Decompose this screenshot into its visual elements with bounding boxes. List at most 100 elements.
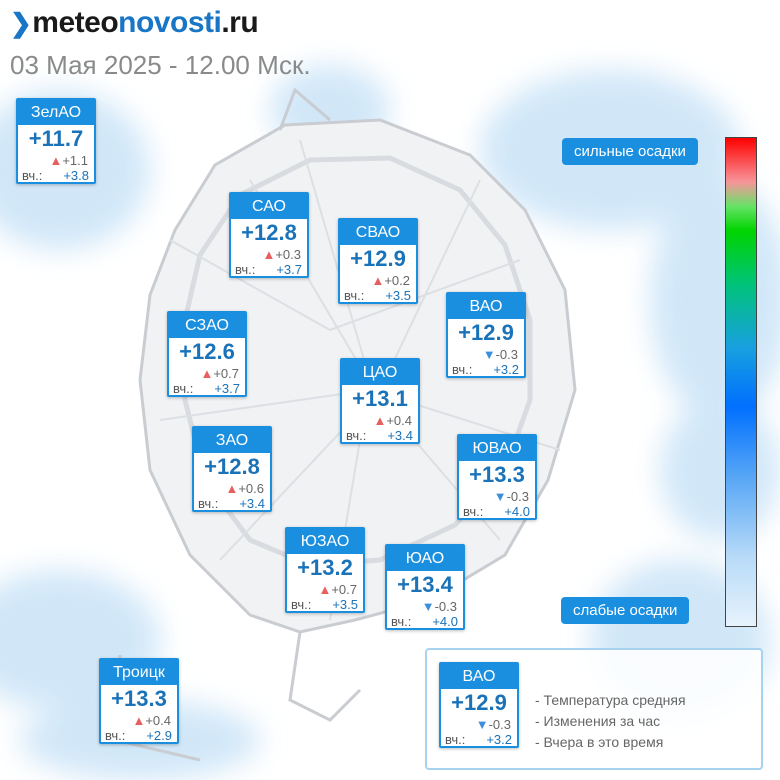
- hourly-change: ▲+1.1: [49, 153, 88, 168]
- yesterday-label: вч.:: [173, 381, 194, 396]
- average-temperature: +12.9: [451, 690, 507, 715]
- yesterday-label: вч.:: [463, 504, 484, 519]
- district-card: СЗАО +12.6 ▲+0.7 вч.: +3.7: [167, 311, 247, 397]
- triangle-up-icon: ▲: [371, 273, 385, 288]
- legend-sample-card: ВАО +12.9 ▼-0.3 вч.: +3.2: [439, 662, 519, 748]
- legend-items: - Температура средняя - Изменения за час…: [535, 690, 686, 753]
- triangle-up-icon: ▲: [49, 153, 63, 168]
- yesterday-label: вч.:: [22, 168, 43, 183]
- district-name: ЮЗАО: [287, 529, 363, 554]
- logo-chevron-icon: ❯: [10, 8, 32, 38]
- yesterday-value: +4.0: [504, 504, 530, 519]
- hourly-change: ▲+0.7: [200, 366, 239, 381]
- yesterday-value: +3.5: [385, 288, 411, 303]
- scale-top-label: сильные осадки: [562, 138, 698, 165]
- triangle-up-icon: ▲: [225, 481, 239, 496]
- yesterday-label: вч.:: [452, 362, 473, 377]
- average-temperature: +13.3: [469, 462, 525, 487]
- triangle-down-icon: ▼: [421, 599, 435, 614]
- yesterday-row: вч.: +3.2: [452, 362, 519, 377]
- yesterday-value: +3.4: [239, 496, 265, 511]
- yesterday-value: +3.7: [276, 262, 302, 277]
- triangle-up-icon: ▲: [200, 366, 214, 381]
- triangle-down-icon: ▼: [493, 489, 507, 504]
- hourly-change: ▲+0.4: [373, 413, 412, 428]
- district-card: ЦАО +13.1 ▲+0.4 вч.: +3.4: [340, 358, 420, 444]
- change-value: +0.2: [384, 273, 410, 288]
- scale-bottom-label: слабые осадки: [561, 597, 690, 624]
- yesterday-row: вч.: +3.8: [22, 168, 89, 183]
- yesterday-row: вч.: +3.7: [173, 381, 240, 396]
- hourly-change: ▼-0.3: [494, 489, 529, 504]
- change-value: +1.1: [62, 153, 88, 168]
- average-temperature: +13.1: [352, 386, 408, 411]
- yesterday-label: вч.:: [445, 732, 466, 747]
- yesterday-label: вч.:: [291, 597, 312, 612]
- triangle-up-icon: ▲: [373, 413, 387, 428]
- yesterday-row: вч.: +3.4: [198, 496, 265, 511]
- district-card: ЮВАО +13.3 ▼-0.3 вч.: +4.0: [457, 434, 537, 520]
- yesterday-row: вч.: +3.7: [235, 262, 302, 277]
- district-name: Троицк: [101, 660, 177, 685]
- average-temperature: +13.3: [111, 686, 167, 711]
- yesterday-row: вч.: +3.5: [291, 597, 358, 612]
- average-temperature: +12.8: [204, 454, 260, 479]
- district-name: СЗАО: [169, 313, 245, 338]
- change-value: +0.6: [238, 481, 264, 496]
- yesterday-row: вч.: +4.0: [391, 614, 458, 629]
- legend-item: - Температура средняя: [535, 692, 686, 708]
- district-card: ВАО +12.9 ▼-0.3 вч.: +3.2: [446, 292, 526, 378]
- district-card: САО +12.8 ▲+0.3 вч.: +3.7: [229, 192, 309, 278]
- legend-item: - Изменения за час: [535, 713, 661, 729]
- district-name: ЮАО: [387, 546, 463, 571]
- district-card: ЮАО +13.4 ▼-0.3 вч.: +4.0: [385, 544, 465, 630]
- district-name: СВАО: [340, 220, 416, 245]
- district-name: САО: [231, 194, 307, 219]
- logo-suffix: .ru: [221, 6, 259, 39]
- triangle-down-icon: ▼: [475, 717, 489, 732]
- hourly-change: ▲+0.6: [225, 481, 264, 496]
- district-name: ЮВАО: [459, 436, 535, 461]
- change-value: -0.3: [506, 489, 529, 504]
- yesterday-label: вч.:: [391, 614, 412, 629]
- change-value: +0.4: [386, 413, 412, 428]
- yesterday-value: +3.2: [493, 362, 519, 377]
- district-name: ЗелАО: [18, 100, 94, 125]
- site-logo[interactable]: ❯meteonovosti.ru: [10, 6, 259, 40]
- hourly-change: ▲+0.2: [371, 273, 410, 288]
- yesterday-value: +3.8: [63, 168, 89, 183]
- average-temperature: +12.8: [241, 220, 297, 245]
- yesterday-label: вч.:: [235, 262, 256, 277]
- yesterday-label: вч.:: [344, 288, 365, 303]
- district-name: ВАО: [441, 664, 517, 689]
- yesterday-row: вч.: +3.2: [445, 732, 512, 747]
- change-value: -0.3: [488, 717, 511, 732]
- yesterday-row: вч.: +3.5: [344, 288, 411, 303]
- yesterday-value: +4.0: [432, 614, 458, 629]
- precipitation-colorbar: [725, 137, 757, 627]
- average-temperature: +12.6: [179, 339, 235, 364]
- hourly-change: ▼-0.3: [483, 347, 518, 362]
- average-temperature: +12.9: [458, 320, 514, 345]
- yesterday-value: +3.4: [387, 428, 413, 443]
- district-name: ЗАО: [194, 428, 270, 453]
- hourly-change: ▲+0.4: [132, 713, 171, 728]
- hourly-change: ▲+0.3: [262, 247, 301, 262]
- change-value: +0.3: [275, 247, 301, 262]
- yesterday-value: +3.2: [486, 732, 512, 747]
- triangle-up-icon: ▲: [132, 713, 146, 728]
- triangle-down-icon: ▼: [482, 347, 496, 362]
- legend-item: - Вчера в это время: [535, 734, 664, 750]
- yesterday-value: +3.5: [332, 597, 358, 612]
- yesterday-row: вч.: +2.9: [105, 728, 172, 743]
- logo-prefix: meteo: [32, 6, 119, 39]
- change-value: -0.3: [434, 599, 457, 614]
- change-value: +0.7: [213, 366, 239, 381]
- hourly-change: ▼-0.3: [476, 717, 511, 732]
- yesterday-label: вч.:: [346, 428, 367, 443]
- legend-panel: ВАО +12.9 ▼-0.3 вч.: +3.2 - Температура сред…: [425, 648, 763, 770]
- average-temperature: +13.4: [397, 572, 453, 597]
- district-card: ЗелАО +11.7 ▲+1.1 вч.: +3.8: [16, 98, 96, 184]
- triangle-up-icon: ▲: [318, 582, 332, 597]
- average-temperature: +13.2: [297, 555, 353, 580]
